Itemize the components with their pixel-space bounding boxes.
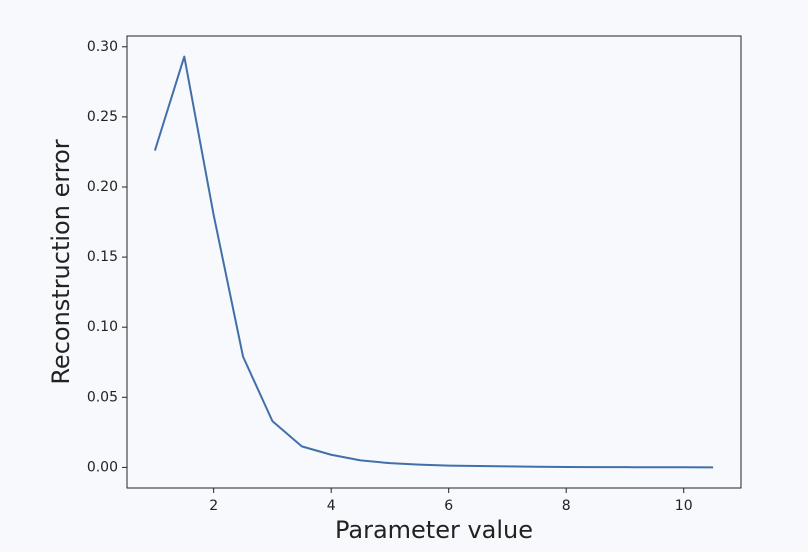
x-tick-label: 6 — [444, 498, 453, 514]
x-axis-title: Parameter value — [335, 516, 533, 544]
y-tick-label: 0.30 — [87, 39, 118, 55]
y-axis-title: Reconstruction error — [47, 139, 75, 384]
y-tick-label: 0.00 — [87, 459, 118, 475]
y-tick-label: 0.20 — [87, 179, 118, 195]
y-tick-label: 0.15 — [87, 249, 118, 265]
y-tick-label: 0.25 — [87, 109, 118, 125]
data-line — [153, 55, 714, 469]
x-tick-label: 10 — [675, 498, 693, 514]
x-tick-label: 8 — [562, 498, 571, 514]
y-tick-label: 0.05 — [87, 389, 118, 405]
y-tick-label: 0.10 — [87, 319, 118, 335]
plot-frame — [126, 35, 742, 489]
x-tick-label: 4 — [327, 498, 336, 514]
x-tick-label: 2 — [209, 498, 218, 514]
